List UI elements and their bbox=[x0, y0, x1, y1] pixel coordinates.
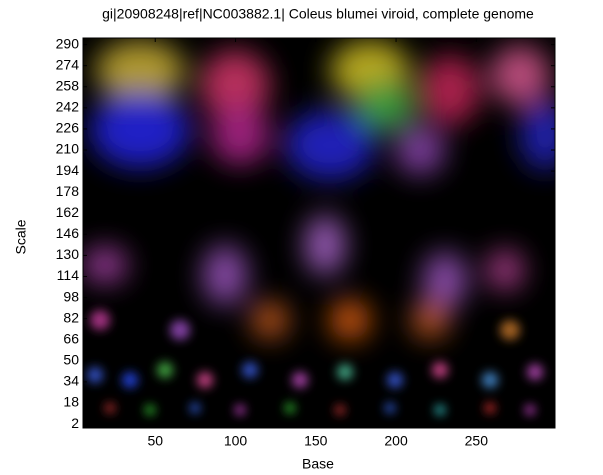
y-tick-label: 242 bbox=[56, 99, 80, 115]
y-tick-label: 50 bbox=[63, 352, 79, 368]
y-tick-label: 258 bbox=[56, 77, 80, 93]
y-tick-label: 274 bbox=[56, 56, 80, 72]
y-tick-label: 18 bbox=[63, 394, 79, 410]
x-tick-label: 150 bbox=[304, 433, 328, 449]
y-tick-label: 130 bbox=[56, 246, 80, 262]
x-tick-label: 250 bbox=[465, 433, 489, 449]
x-tick-label: 100 bbox=[224, 433, 248, 449]
chart-title: gi|20908248|ref|NC003882.1| Coleus blume… bbox=[102, 6, 534, 22]
x-tick-label: 50 bbox=[147, 433, 163, 449]
plot-frame bbox=[82, 37, 556, 429]
y-tick-label: 146 bbox=[56, 225, 80, 241]
y-tick-label: 114 bbox=[57, 267, 80, 283]
y-axis-label: Scale bbox=[13, 219, 29, 254]
x-axis-label: Base bbox=[302, 456, 334, 472]
y-tick-label: 210 bbox=[56, 141, 80, 157]
y-tick-label: 226 bbox=[56, 120, 80, 136]
y-tick-label: 98 bbox=[63, 288, 79, 304]
y-tick-label: 82 bbox=[63, 309, 79, 325]
x-tick-label: 200 bbox=[384, 433, 408, 449]
y-tick-label: 178 bbox=[56, 183, 80, 199]
y-tick-label: 34 bbox=[63, 373, 79, 389]
scalogram-image bbox=[83, 38, 555, 428]
y-tick-label: 162 bbox=[56, 204, 80, 220]
y-tick-label: 2 bbox=[71, 415, 79, 431]
y-tick-label: 194 bbox=[56, 162, 80, 178]
y-tick-label: 66 bbox=[63, 330, 79, 346]
y-tick-label: 290 bbox=[56, 35, 80, 51]
